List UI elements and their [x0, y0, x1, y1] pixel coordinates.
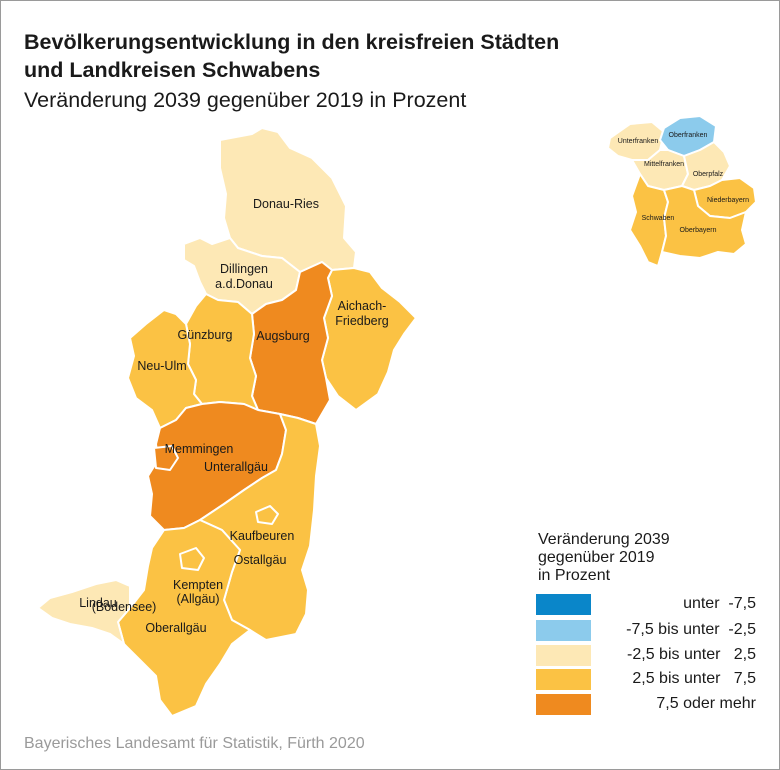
inset-label-unterfranken: Unterfranken [618, 138, 659, 145]
label-kempten-2: (Allgäu) [176, 592, 219, 606]
legend-title-line-1: Veränderung 2039 [538, 531, 670, 548]
inset-label-oberfranken: Oberfranken [669, 132, 708, 139]
region-kempten[interactable] [179, 547, 205, 571]
legend-title: Veränderung 2039 gegenüber 2019 in Proze… [538, 531, 670, 585]
region-lindau[interactable] [37, 579, 131, 645]
region-memmingen[interactable] [153, 445, 179, 471]
legend-item: -7,5 bis unter -2,5 [536, 620, 756, 642]
inset-label-oberpfalz: Oberpfalz [693, 171, 724, 178]
label-oberallgaeu: Oberallgäu [145, 621, 206, 635]
region-aichach-friedberg[interactable] [321, 267, 417, 411]
legend-label: unter -7,5 [683, 595, 756, 612]
label-lindau-1: Lindau [79, 596, 117, 610]
label-memmingen: Memmingen [165, 442, 234, 456]
title-line-1: Bevölkerungsentwicklung in den kreisfrei… [24, 30, 560, 54]
label-aichach-2: Friedberg [335, 314, 389, 328]
title-line-2: und Landkreisen Schwabens [24, 58, 321, 82]
inset-oberbayern[interactable] [661, 185, 747, 259]
inset-label-oberbayern: Oberbayern [680, 227, 717, 234]
label-unterallgaeu: Unterallgäu [204, 460, 268, 474]
label-neu-ulm: Neu-Ulm [137, 359, 186, 373]
label-donau-ries: Donau-Ries [253, 197, 319, 211]
label-dillingen-2: a.d.Donau [215, 277, 273, 291]
label-lindau-2: (Bodensee) [92, 600, 157, 614]
label-aichach-1: Aichach- [338, 299, 387, 313]
legend-label: 7,5 oder mehr [656, 695, 756, 712]
legend-label: -2,5 bis unter 2,5 [627, 646, 756, 663]
legend-swatch [536, 694, 591, 715]
legend-item: 7,5 oder mehr [536, 694, 756, 716]
legend-swatch [536, 620, 591, 641]
legend-title-line-2: gegenüber 2019 [538, 549, 655, 566]
schwaben-map: Donau-Ries Dillingen a.d.Donau Aichach- … [37, 127, 417, 717]
source-credit: Bayerisches Landesamt für Statistik, Für… [24, 735, 365, 752]
legend-label: 2,5 bis unter 7,5 [632, 670, 756, 687]
legend-item: -2,5 bis unter 2,5 [536, 645, 756, 667]
map-title: Bevölkerungsentwicklung in den kreisfrei… [24, 28, 559, 84]
label-dillingen-1: Dillingen [220, 262, 268, 276]
label-augsburg: Augsburg [256, 329, 310, 343]
legend-swatch [536, 594, 591, 615]
region-oberallgaeu[interactable] [117, 519, 251, 717]
inset-label-mittelfranken: Mittelfranken [644, 161, 684, 168]
label-kempten-1: Kempten [173, 578, 223, 592]
region-kaufbeuren[interactable] [255, 505, 279, 525]
label-kaufbeuren: Kaufbeuren [230, 529, 295, 543]
region-neu-ulm[interactable] [127, 309, 203, 429]
map-subtitle: Veränderung 2039 gegenüber 2019 in Proze… [24, 88, 467, 112]
legend-item: 2,5 bis unter 7,5 [536, 669, 756, 691]
legend-label: -7,5 bis unter -2,5 [626, 621, 756, 638]
inset-label-niederbayern: Niederbayern [707, 197, 749, 204]
label-ostallgaeu: Ostallgäu [234, 553, 287, 567]
legend-swatch [536, 645, 591, 666]
legend-item: unter -7,5 [536, 594, 756, 616]
legend-title-line-3: in Prozent [538, 567, 611, 584]
label-guenzburg: Günzburg [178, 328, 233, 342]
legend-swatch [536, 669, 591, 690]
inset-label-schwaben: Schwaben [642, 215, 675, 222]
bavaria-inset-map: Unterfranken Oberfranken Mittelfranken O… [607, 115, 757, 267]
region-guenzburg[interactable] [185, 293, 259, 411]
